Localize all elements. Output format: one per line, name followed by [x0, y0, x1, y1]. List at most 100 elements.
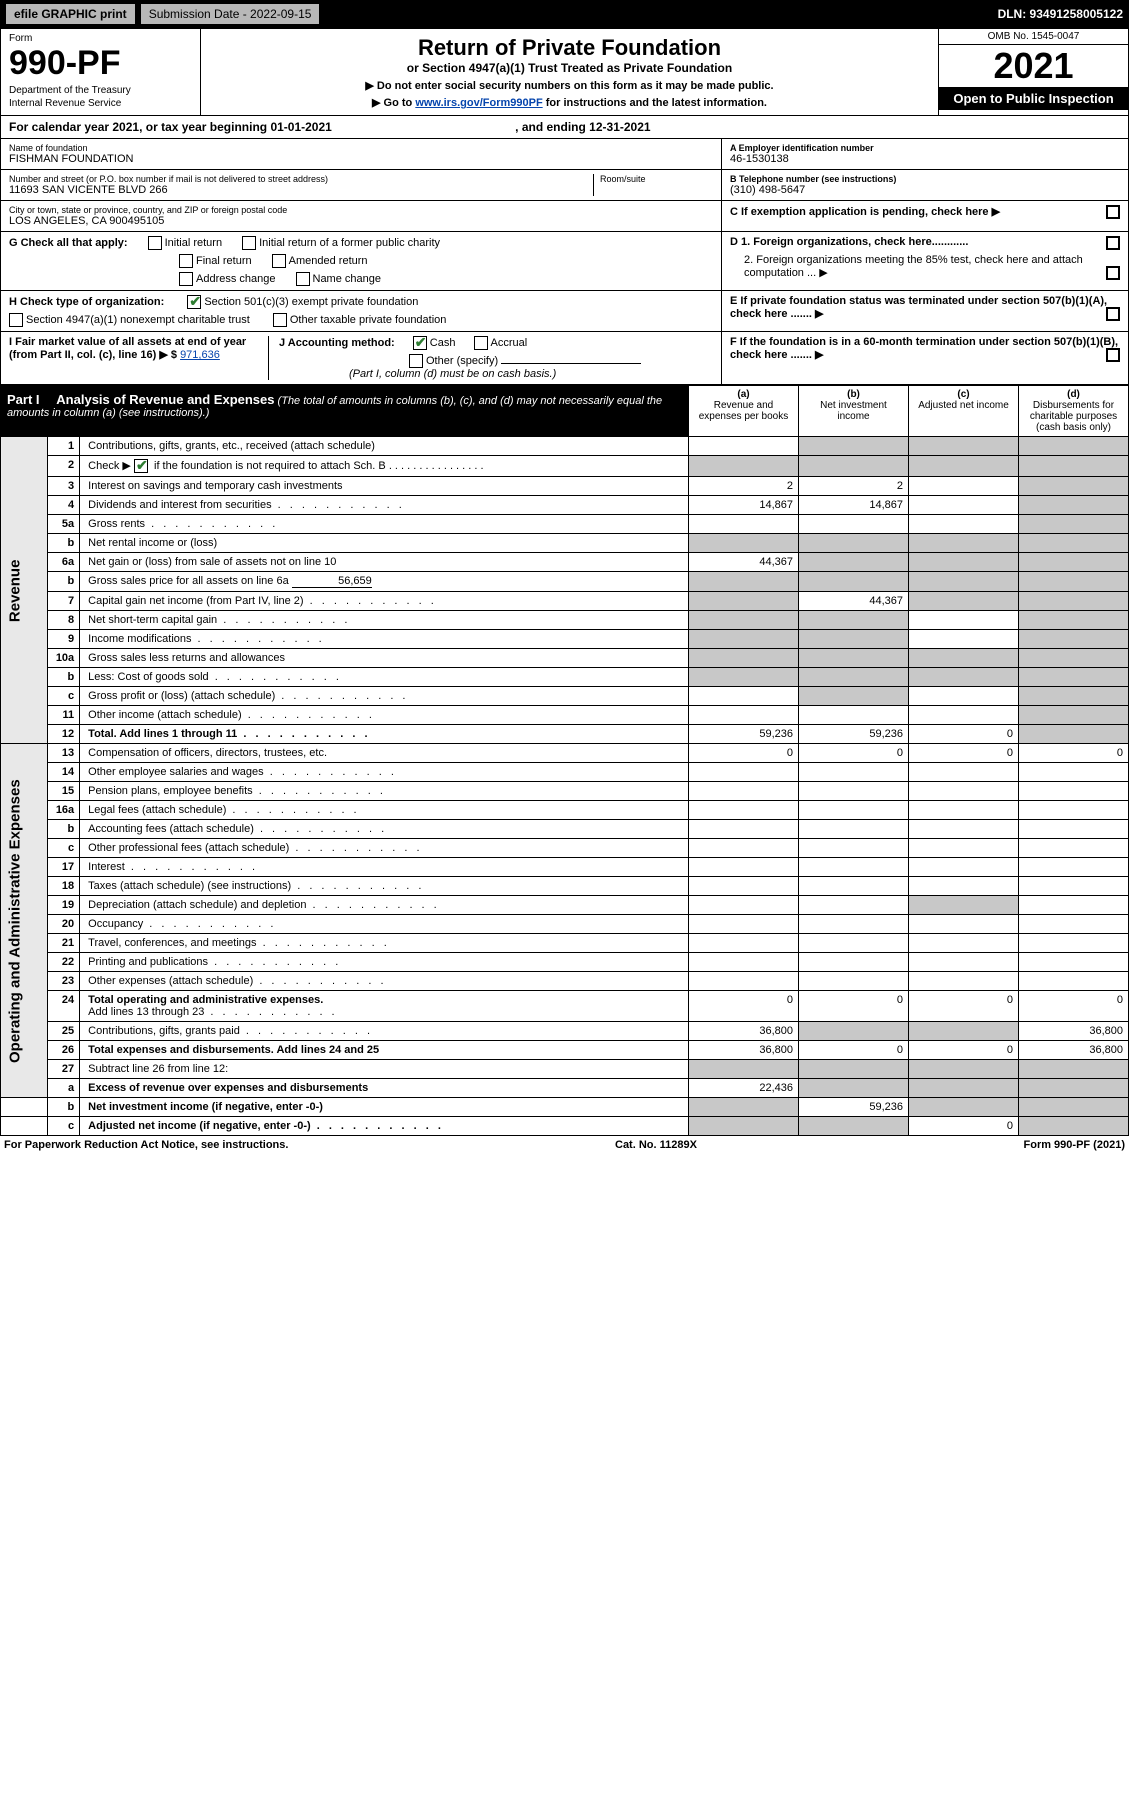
calendar-year-row: For calendar year 2021, or tax year begi… — [0, 116, 1129, 139]
r25-d: Contributions, gifts, grants paid — [80, 1022, 689, 1041]
j-o1: Cash — [430, 337, 456, 349]
r26-d: Total expenses and disbursements. Add li… — [80, 1041, 689, 1060]
ssn-note: ▶ Do not enter social security numbers o… — [207, 79, 932, 92]
c-label: C If exemption application is pending, c… — [730, 206, 1000, 218]
i-j-f-row: I Fair market value of all assets at end… — [0, 332, 1129, 385]
g-o4: Amended return — [289, 255, 368, 267]
dln: DLN: 93491258005122 — [998, 7, 1123, 21]
form-number: 990-PF — [9, 44, 192, 83]
chk-name[interactable] — [296, 272, 310, 286]
chk-501c3[interactable] — [187, 295, 201, 309]
r24-d2: Add lines 13 through 23 — [88, 1006, 337, 1018]
r3-d: Interest on savings and temporary cash i… — [80, 477, 689, 496]
r25-n: 25 — [48, 1022, 80, 1041]
r6b-txt: Gross sales price for all assets on line… — [88, 575, 289, 587]
phone-cell: B Telephone number (see instructions) (3… — [721, 170, 1128, 201]
d1-checkbox[interactable] — [1106, 236, 1120, 250]
r10c-d: Gross profit or (loss) (attach schedule) — [80, 687, 689, 706]
irs-link[interactable]: www.irs.gov/Form990PF — [415, 97, 542, 109]
goto-post: for instructions and the latest informat… — [543, 97, 767, 109]
g-o3: Final return — [196, 255, 252, 267]
ein-value: 46-1530138 — [730, 153, 1120, 165]
chk-other-method[interactable] — [409, 354, 423, 368]
r27-n: 27 — [48, 1060, 80, 1079]
r6b-v: 56,659 — [292, 575, 372, 588]
r20-d: Occupancy — [80, 915, 689, 934]
city-label: City or town, state or province, country… — [9, 205, 713, 215]
r16a-d: Legal fees (attach schedule) — [80, 801, 689, 820]
r10b-d: Less: Cost of goods sold — [80, 668, 689, 687]
c-cell: C If exemption application is pending, c… — [721, 201, 1128, 232]
chk-initial[interactable] — [148, 236, 162, 250]
part1-title: Analysis of Revenue and Expenses — [56, 392, 274, 407]
footer-mid: Cat. No. 11289X — [615, 1139, 697, 1151]
city-cell: City or town, state or province, country… — [1, 201, 721, 232]
i-value[interactable]: 971,636 — [180, 349, 220, 361]
chk-schb[interactable] — [134, 459, 148, 473]
r15-n: 15 — [48, 782, 80, 801]
f-checkbox[interactable] — [1106, 348, 1120, 362]
name-label: Name of foundation — [9, 143, 713, 153]
goto-pre: ▶ Go to — [372, 97, 415, 109]
r17-n: 17 — [48, 858, 80, 877]
expenses-label: Operating and Administrative Expenses — [1, 744, 48, 1098]
d2-label: 2. Foreign organizations meeting the 85%… — [744, 254, 1083, 279]
chk-amended[interactable] — [272, 254, 286, 268]
g-o1: Initial return — [165, 237, 222, 249]
r14-n: 14 — [48, 763, 80, 782]
h-o1: Section 501(c)(3) exempt private foundat… — [204, 296, 418, 308]
r10a-d: Gross sales less returns and allowances — [80, 649, 689, 668]
header-left: Form 990-PF Department of the Treasury I… — [1, 29, 201, 115]
r27a-d: Excess of revenue over expenses and disb… — [80, 1079, 689, 1098]
r7-d: Capital gain net income (from Part IV, l… — [80, 592, 689, 611]
chk-4947[interactable] — [9, 313, 23, 327]
h-label: H Check type of organization: — [9, 296, 164, 308]
col-a2: Revenue and expenses per books — [699, 400, 789, 422]
r24-dd: 0 — [1019, 991, 1129, 1022]
name-cell: Name of foundation FISHMAN FOUNDATION — [1, 139, 721, 170]
r16a-n: 16a — [48, 801, 80, 820]
part1-table: Part I Analysis of Revenue and Expenses … — [0, 385, 1129, 1136]
e-section: E If private foundation status was termi… — [721, 291, 1128, 332]
chk-final[interactable] — [179, 254, 193, 268]
r6a-n: 6a — [48, 553, 80, 572]
e-checkbox[interactable] — [1106, 307, 1120, 321]
form-header: Form 990-PF Department of the Treasury I… — [0, 28, 1129, 116]
r16b-n: b — [48, 820, 80, 839]
chk-accrual[interactable] — [474, 336, 488, 350]
r21-d: Travel, conferences, and meetings — [80, 934, 689, 953]
chk-initial-former[interactable] — [242, 236, 256, 250]
r8-d: Net short-term capital gain — [80, 611, 689, 630]
r3-n: 3 — [48, 477, 80, 496]
chk-address[interactable] — [179, 272, 193, 286]
phone-value: (310) 498-5647 — [730, 184, 1120, 196]
col-d: (d) — [1067, 389, 1080, 400]
r14-d: Other employee salaries and wages — [80, 763, 689, 782]
r27b-d: Net investment income (if negative, ente… — [80, 1098, 689, 1117]
r17-d: Interest — [80, 858, 689, 877]
d1-label: D 1. Foreign organizations, check here..… — [730, 236, 968, 248]
efile-print-btn[interactable]: efile GRAPHIC print — [6, 4, 135, 24]
r26-dd: 36,800 — [1019, 1041, 1129, 1060]
chk-cash[interactable] — [413, 336, 427, 350]
d2-checkbox[interactable] — [1106, 266, 1120, 280]
r4-b: 14,867 — [799, 496, 909, 515]
submission-date: Submission Date - 2022-09-15 — [141, 4, 320, 24]
cal-begin: For calendar year 2021, or tax year begi… — [9, 120, 332, 134]
c-checkbox[interactable] — [1106, 205, 1120, 219]
g-o6: Name change — [313, 273, 382, 285]
r12-b: 59,236 — [799, 725, 909, 744]
phone-label: B Telephone number (see instructions) — [730, 174, 1120, 184]
r12-c: 0 — [909, 725, 1019, 744]
chk-other-taxable[interactable] — [273, 313, 287, 327]
r6b-n: b — [48, 572, 80, 592]
r27a-n: a — [48, 1079, 80, 1098]
r12-a: 59,236 — [689, 725, 799, 744]
j-label: J Accounting method: — [279, 337, 395, 349]
goto-note: ▶ Go to www.irs.gov/Form990PF for instru… — [207, 96, 932, 109]
f-label: F If the foundation is in a 60-month ter… — [730, 336, 1118, 361]
r13-c: 0 — [909, 744, 1019, 763]
ein-label: A Employer identification number — [730, 143, 1120, 153]
r20-n: 20 — [48, 915, 80, 934]
r27c-c: 0 — [909, 1117, 1019, 1136]
